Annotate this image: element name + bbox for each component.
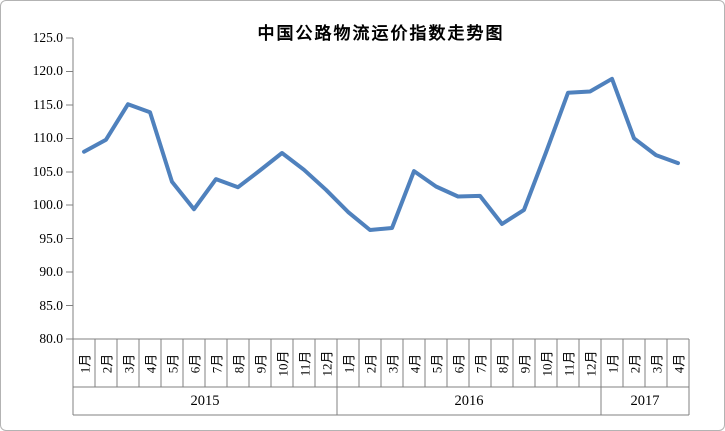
x-axis-month-label: 1月 <box>73 339 95 387</box>
y-axis-tick-label: 115.0 <box>33 96 63 112</box>
x-axis-year-label: 2015 <box>190 392 220 409</box>
x-axis-month-label-text: 1月 <box>605 353 621 373</box>
x-axis-month-label-text: 3月 <box>649 353 665 373</box>
x-axis-month-label: 4月 <box>139 339 161 387</box>
x-axis-month-label-text: 3月 <box>385 353 401 373</box>
x-axis-month-label-text: 7月 <box>209 353 225 373</box>
x-axis-month-label-text: 2月 <box>627 353 643 373</box>
x-axis-month-label: 1月 <box>337 339 359 387</box>
y-axis-tick-label: 95.0 <box>39 230 63 246</box>
x-axis-month-label: 3月 <box>645 339 667 387</box>
x-axis-month-label: 10月 <box>271 339 293 387</box>
x-axis-year-label: 2017 <box>630 392 660 409</box>
x-axis-month-label: 7月 <box>469 339 491 387</box>
x-axis-month-label: 7月 <box>205 339 227 387</box>
x-axis-month-label-text: 8月 <box>231 353 247 373</box>
x-axis-month-label-text: 5月 <box>429 353 445 373</box>
x-axis-month-label-text: 2月 <box>99 353 115 373</box>
x-axis-month-label-text: 10月 <box>275 349 291 377</box>
x-axis-month-label-text: 4月 <box>407 353 423 373</box>
x-axis-month-label: 8月 <box>491 339 513 387</box>
y-axis-tick-label: 125.0 <box>32 30 63 45</box>
x-axis-month-label: 4月 <box>403 339 425 387</box>
x-axis-month-label-text: 10月 <box>539 349 555 377</box>
freight-index-line-series <box>82 76 680 232</box>
x-axis-month-label: 6月 <box>447 339 469 387</box>
x-axis-month-label-text: 11月 <box>297 350 313 376</box>
x-axis-month-label-text: 4月 <box>143 353 159 373</box>
y-axis-tick-label: 90.0 <box>39 264 63 280</box>
x-axis-month-label-text: 7月 <box>473 353 489 373</box>
x-axis-month-label: 3月 <box>381 339 403 387</box>
x-axis-month-label: 4月 <box>667 339 689 387</box>
x-axis-month-label-text: 12月 <box>319 349 335 377</box>
x-axis-month-label: 6月 <box>183 339 205 387</box>
x-axis-month-label: 12月 <box>315 339 337 387</box>
y-axis-tick-label: 120.0 <box>32 63 63 79</box>
x-axis-month-label-text: 3月 <box>121 353 137 373</box>
x-axis-month-label-text: 8月 <box>495 353 511 373</box>
x-axis-month-label-text: 6月 <box>187 353 203 373</box>
x-axis-month-label-text: 1月 <box>341 353 357 373</box>
x-axis-month-label-text: 9月 <box>517 353 533 373</box>
y-axis-tick-label: 80.0 <box>39 331 63 346</box>
x-axis-month-label-text: 1月 <box>77 353 93 373</box>
x-axis-month-label-text: 4月 <box>671 353 687 373</box>
x-axis-month-label: 2月 <box>623 339 645 387</box>
x-axis-month-label: 2月 <box>359 339 381 387</box>
y-axis-tick-label: 85.0 <box>39 297 63 313</box>
x-axis-month-label-text: 12月 <box>583 349 599 377</box>
x-axis-month-label: 10月 <box>535 339 557 387</box>
x-axis-month-label: 5月 <box>425 339 447 387</box>
x-axis-year-label: 2016 <box>454 392 484 409</box>
y-axis-tick-label: 105.0 <box>32 163 63 179</box>
x-axis-month-label-text: 2月 <box>363 353 379 373</box>
x-axis-month-label: 8月 <box>227 339 249 387</box>
x-axis-month-label-text: 6月 <box>451 353 467 373</box>
x-axis-month-label-text: 9月 <box>253 353 269 373</box>
x-axis-month-label: 11月 <box>293 339 315 387</box>
x-axis-month-label: 5月 <box>161 339 183 387</box>
x-axis-month-label: 1月 <box>601 339 623 387</box>
x-axis-month-label: 9月 <box>249 339 271 387</box>
x-axis-month-label: 3月 <box>117 339 139 387</box>
chart-title: 中国公路物流运价指数走势图 <box>257 24 505 43</box>
y-axis-tick-label: 100.0 <box>32 197 63 213</box>
x-axis-month-label-text: 11月 <box>561 350 577 376</box>
x-axis-month-label: 2月 <box>95 339 117 387</box>
x-axis-month-label: 9月 <box>513 339 535 387</box>
x-axis-month-label-text: 5月 <box>165 353 181 373</box>
x-axis-month-label: 11月 <box>557 339 579 387</box>
y-axis-tick-label: 110.0 <box>33 130 63 146</box>
x-axis-month-label: 12月 <box>579 339 601 387</box>
